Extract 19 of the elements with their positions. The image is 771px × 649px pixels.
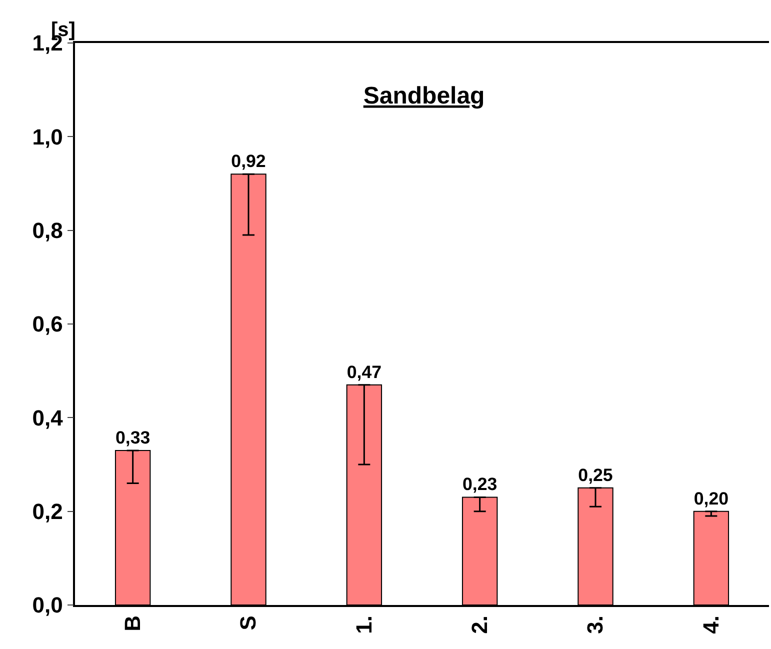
text: Sandbelag — [363, 82, 485, 110]
x-tick-label: 2. — [466, 616, 492, 634]
y-tick-label: 0,4 — [32, 405, 64, 430]
data-label: 0,23 — [462, 474, 498, 494]
data-label: 0,25 — [578, 464, 613, 485]
x-tick-label: S — [236, 616, 261, 630]
x-tick-label: 1. — [351, 616, 376, 634]
x-tick-label: 4. — [698, 616, 724, 634]
y-tick-label: 0,8 — [32, 218, 63, 244]
data-label: 0,92 — [231, 151, 266, 172]
data-label: 0,47 — [346, 362, 382, 382]
y-tick-label: 0,0 — [32, 592, 63, 618]
y-tick-label: 0,6 — [32, 312, 63, 337]
data-label: 0,33 — [115, 427, 150, 448]
x-tick-label: 3. — [582, 616, 608, 634]
x-tick-label: B — [120, 616, 145, 632]
data-label: 0,20 — [694, 488, 729, 508]
y-tick-label: 0,2 — [32, 499, 63, 524]
y-tick-label: 1,0 — [32, 124, 63, 150]
